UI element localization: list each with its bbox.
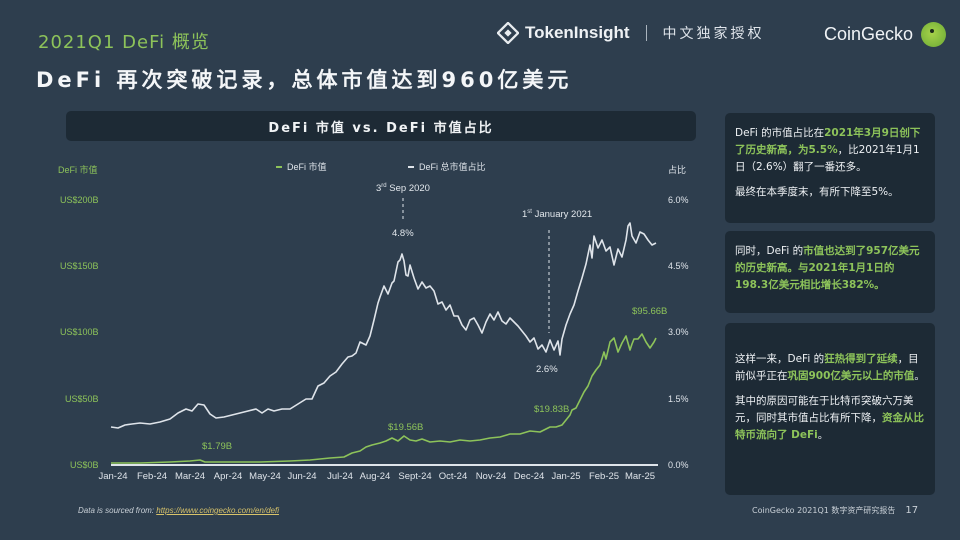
x-tick: Jan-25: [551, 471, 581, 482]
authorization-label: 中文独家授权: [662, 26, 765, 42]
highlight-text: 狂热得到了延续: [824, 353, 898, 365]
text: ，目前似乎正在: [735, 353, 919, 382]
x-tick: Dec-24: [513, 471, 545, 482]
card-paragraph: 这样一来，DeFi 的狂热得到了延续，目前似乎正在巩固900亿美元以上的市值。: [735, 351, 925, 385]
date-suffix: rd: [381, 183, 387, 189]
source-link[interactable]: https://www.coingecko.com/en/defi: [156, 506, 279, 515]
x-tick: May-24: [249, 471, 281, 482]
y-right-tick: 4.5%: [668, 261, 689, 271]
x-tick: Jul-24: [327, 471, 353, 482]
market-cap-line: [111, 333, 657, 464]
report-name: CoinGecko 2021Q1 数字资产研究报告: [752, 506, 896, 515]
report-footer: CoinGecko 2021Q1 数字资产研究报告 17: [752, 505, 918, 516]
date-day: 3: [376, 183, 382, 195]
y-left-tick: US$150B: [60, 261, 99, 271]
annotation-9566b: $95.66B: [632, 306, 668, 317]
x-tick: Nov-24: [475, 471, 507, 482]
x-tick: Mar-24: [174, 471, 206, 482]
annotation-1956b: $19.56B: [388, 422, 424, 433]
y-right-tick: 6.0%: [668, 195, 689, 205]
card-paragraph: 同时，DeFi 的市值也达到了957亿美元的历史新高。与2021年1月1日的19…: [735, 243, 925, 294]
y-right-tick: 3.0%: [668, 327, 689, 337]
legend-swatch-white: [408, 165, 414, 168]
x-tick: Feb-24: [136, 471, 168, 482]
chart-area: DeFi 市值 占比 DeFi 市值 DeFi 总市值占比 US$200B US…: [58, 160, 689, 482]
y-left-axis-title: DeFi 市值: [58, 165, 98, 175]
annotation-179b: $1.79B: [202, 441, 233, 452]
y-left-tick: US$50B: [65, 394, 99, 404]
tokeninsight-mark-icon: [497, 22, 519, 44]
legend-swatch-green: [276, 165, 282, 168]
x-tick: Mar-25: [624, 471, 656, 482]
highlight-text: 资金从比特币流向了 DeFi: [735, 412, 924, 441]
plot-area: [110, 198, 658, 466]
legend-item-market-cap: DeFi 市值: [276, 160, 327, 173]
date-suffix: st: [527, 209, 532, 215]
highlight-text: 市值也达到了957亿美元的历史新高。与2021年1月1日的198.3亿美元相比增…: [735, 245, 920, 291]
x-tick: Sept-24: [398, 471, 432, 482]
annotation-1983b: $19.83B: [534, 404, 570, 415]
y-left-tick: US$100B: [60, 327, 99, 337]
annotation-jan-2021-value: 2.6%: [536, 364, 558, 375]
date-rest: January 2021: [531, 209, 593, 221]
text: ，比2021年1月1日（2.6%）翻了一番还多。: [735, 144, 920, 173]
legend-label: DeFi 市值: [287, 162, 327, 172]
date-day: 1: [522, 209, 528, 221]
legend-item-share: DeFi 总市值占比: [408, 160, 486, 173]
insight-card-outlook: 这样一来，DeFi 的狂热得到了延续，目前似乎正在巩固900亿美元以上的市值。 …: [725, 323, 935, 495]
highlight-text: 巩固900亿美元以上的市值: [787, 370, 915, 382]
text: 同时，DeFi 的: [735, 245, 804, 257]
section-kicker: 2021Q1 DeFi 概览: [38, 32, 210, 53]
insight-card-share: DeFi 的市值占比在2021年3月9日创下了历史新高，为5.5%，比2021年…: [725, 113, 935, 223]
y-left-tick: US$0B: [70, 460, 99, 470]
coingecko-name: CoinGecko: [824, 24, 914, 44]
y-right-tick: 1.5%: [668, 394, 689, 404]
y-right-axis-title: 占比: [668, 165, 687, 175]
insight-card-market-cap: 同时，DeFi 的市值也达到了957亿美元的历史新高。与2021年1月1日的19…: [725, 231, 935, 313]
data-source-note: Data is sourced from: https://www.coinge…: [78, 506, 279, 515]
x-tick: Aug-24: [359, 471, 391, 482]
card-paragraph: 最终在本季度末，有所下降至5%。: [735, 186, 899, 198]
text: 。: [817, 429, 829, 441]
coingecko-logo: CoinGecko: [824, 22, 947, 47]
y-right-tick: 0.0%: [668, 460, 689, 470]
x-tick: Jan-24: [98, 471, 128, 482]
page-headline: DeFi 再次突破记录，总体市值达到960亿美元: [36, 68, 573, 92]
text: 其中的原因可能在于比特币突破六万美元，同时其市值占比有所下降，: [735, 395, 914, 424]
text: 。: [914, 370, 925, 382]
annotation-sep-2020-date: 3rd Sep 2020: [376, 183, 430, 194]
share-line: [110, 222, 657, 429]
tokeninsight-name: TokenInsight: [525, 23, 630, 42]
x-tick: Jun-24: [287, 471, 317, 482]
card-paragraph: 其中的原因可能在于比特币突破六万美元，同时其市值占比有所下降，资金从比特币流向了…: [735, 393, 925, 444]
text: DeFi 的市值占比在: [735, 127, 825, 139]
tokeninsight-logo: TokenInsight 中文独家授权: [497, 22, 765, 44]
legend-label: DeFi 总市值占比: [419, 162, 486, 172]
gecko-icon: [921, 22, 947, 47]
text: 这样一来，DeFi 的: [735, 353, 825, 365]
logo-divider: [645, 25, 647, 41]
card-paragraph: DeFi 的市值占比在2021年3月9日创下了历史新高，为5.5%，比2021年…: [735, 125, 925, 176]
x-tick: Oct-24: [438, 471, 468, 482]
highlight-text: 2021年3月9日创下了历史新高，为5.5%: [735, 127, 921, 156]
date-rest: Sep 2020: [386, 183, 430, 195]
chart-title: DeFi 市值 vs. DeFi 市值占比: [66, 111, 696, 141]
y-left-tick: US$200B: [60, 195, 99, 205]
page-number: 17: [905, 505, 919, 516]
x-tick: Feb-25: [588, 471, 620, 482]
annotation-sep-2020-value: 4.8%: [392, 228, 414, 239]
x-tick: Apr-24: [213, 471, 243, 482]
source-label: Data is sourced from:: [78, 506, 157, 515]
annotation-jan-2021-date: 1st January 2021: [522, 209, 592, 220]
